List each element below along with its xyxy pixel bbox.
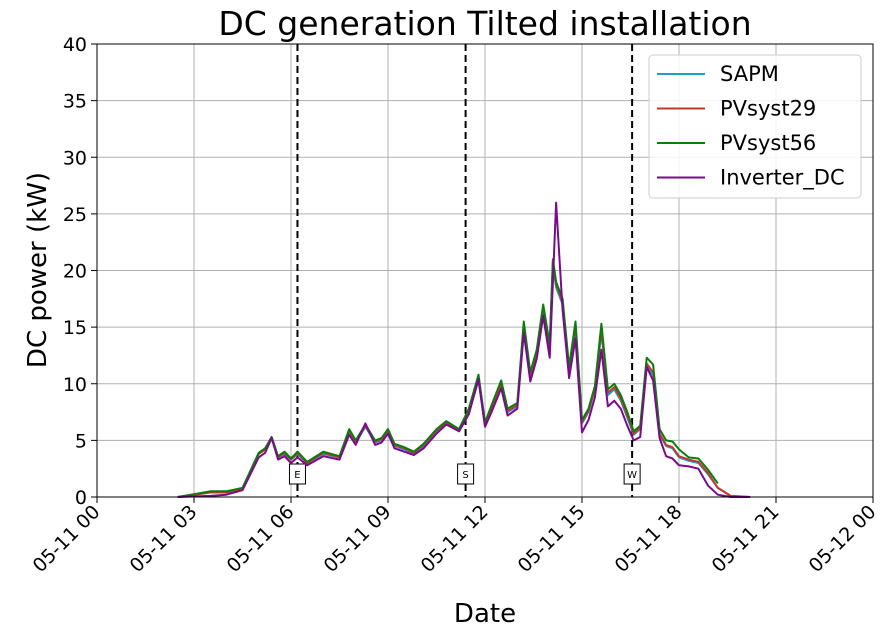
y-tick-label: 5 — [75, 430, 87, 452]
legend-label: PVsyst29 — [720, 97, 816, 121]
legend-box — [648, 54, 862, 199]
y-tick-label: 20 — [63, 261, 87, 283]
legend: SAPM PVsyst29 PVsyst56 Inverter_DC — [648, 54, 862, 199]
legend-label: PVsyst56 — [720, 131, 816, 155]
y-tick-label: 25 — [63, 204, 87, 226]
y-tick-label: 15 — [63, 317, 87, 339]
chart-title: DC generation Tilted installation — [218, 4, 751, 43]
reference-label-box — [457, 463, 475, 485]
y-axis-ticks: 0 5 10 15 20 25 30 35 40 — [63, 34, 97, 509]
legend-label: SAPM — [720, 62, 779, 86]
reference-label: W — [627, 470, 637, 481]
y-axis-label: DC power (kW) — [23, 172, 53, 368]
y-tick-label: 40 — [63, 34, 87, 56]
y-tick-label: 0 — [75, 487, 87, 509]
series-line-pvsyst56 — [177, 258, 719, 498]
y-tick-label: 10 — [63, 374, 87, 396]
reference-label-box — [288, 463, 306, 485]
reference-label-box — [623, 463, 641, 485]
reference-label: S — [462, 470, 468, 481]
series-line-inverter-dc — [177, 201, 751, 498]
reference-label: E — [294, 470, 300, 481]
x-axis-label: Date — [454, 599, 516, 629]
y-tick-label: 35 — [63, 91, 87, 113]
legend-label: Inverter_DC — [720, 166, 845, 191]
series-lines — [177, 201, 751, 498]
y-tick-label: 30 — [63, 147, 87, 169]
